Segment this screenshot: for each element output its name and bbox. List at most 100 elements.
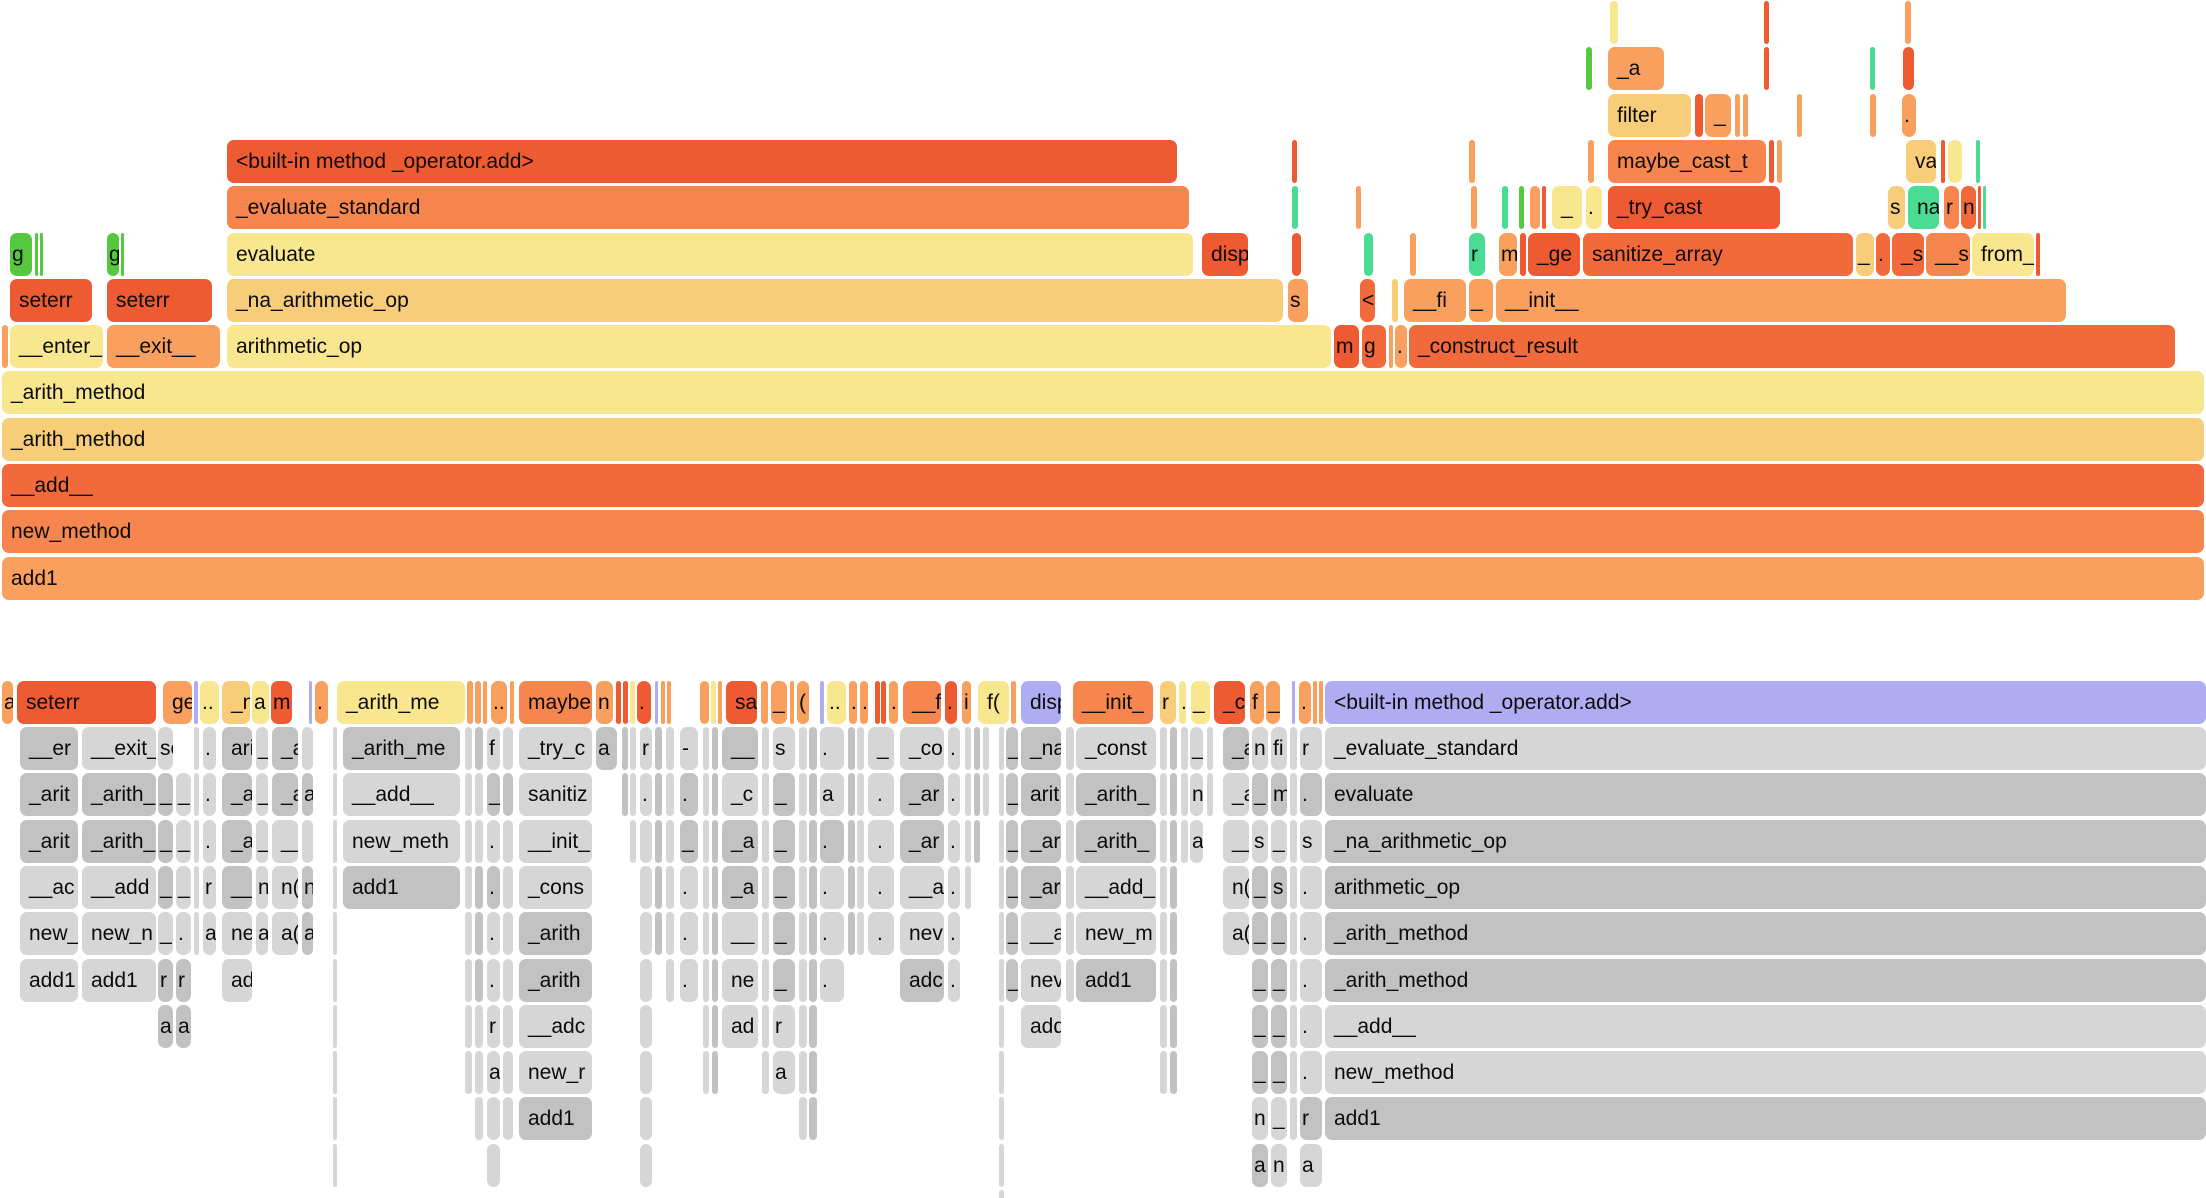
caller-frame-bar[interactable]: [762, 912, 769, 956]
caller-frame-bar[interactable]: _: [1006, 912, 1018, 956]
caller-frame-bar[interactable]: __init_: [519, 819, 592, 863]
frame-bar[interactable]: _n: [222, 681, 250, 724]
frame-bar[interactable]: [1764, 1, 1769, 44]
caller-frame-bar[interactable]: a: [1190, 819, 1203, 863]
frame-bar[interactable]: f(: [978, 681, 1009, 724]
caller-frame-bar[interactable]: .: [820, 912, 844, 956]
caller-frame-bar[interactable]: [999, 1097, 1004, 1141]
caller-frame-bar[interactable]: a: [203, 912, 216, 956]
frame-bar[interactable]: g: [107, 232, 119, 276]
frame-bar[interactable]: [1870, 93, 1876, 137]
frame-bar[interactable]: m: [1499, 232, 1517, 276]
caller-frame-bar[interactable]: new_meth: [343, 819, 460, 863]
caller-frame-bar[interactable]: [762, 773, 769, 817]
frame-bar[interactable]: [718, 681, 722, 724]
caller-frame-bar[interactable]: [465, 912, 472, 956]
caller-frame-bar[interactable]: _: [1252, 1051, 1268, 1095]
caller-frame-bar[interactable]: .: [176, 912, 191, 956]
frame-bar[interactable]: i: [962, 681, 971, 724]
frame-bar[interactable]: _arith_method: [2, 371, 2204, 415]
caller-frame-bar[interactable]: f: [487, 727, 500, 770]
caller-frame-bar[interactable]: [965, 865, 971, 909]
frame-bar[interactable]: filter: [1608, 93, 1691, 137]
caller-frame-bar[interactable]: [809, 1097, 817, 1141]
caller-frame-bar[interactable]: _: [1271, 1051, 1287, 1095]
caller-frame-bar[interactable]: r: [1300, 1097, 1322, 1141]
caller-frame-bar[interactable]: _: [773, 865, 795, 909]
caller-frame-bar[interactable]: [630, 773, 636, 817]
caller-frame-bar[interactable]: .: [1300, 865, 1322, 909]
caller-frame-bar[interactable]: [965, 727, 971, 770]
frame-bar[interactable]: maybe: [519, 681, 592, 724]
caller-frame-bar[interactable]: .: [868, 819, 894, 863]
frame-bar[interactable]: [1469, 139, 1475, 183]
frame-bar[interactable]: _construct_result: [1409, 325, 2175, 369]
caller-frame-bar[interactable]: [965, 819, 971, 863]
frame-bar[interactable]: [630, 681, 635, 724]
caller-frame-bar[interactable]: _arith: [519, 958, 592, 1002]
caller-frame-bar[interactable]: [999, 1051, 1004, 1095]
frame-bar[interactable]: [1764, 47, 1769, 91]
caller-frame-bar[interactable]: [1290, 1004, 1297, 1048]
caller-frame-bar[interactable]: [712, 1051, 718, 1095]
caller-frame-bar[interactable]: [1066, 958, 1074, 1002]
frame-bar[interactable]: _evaluate_standard: [227, 186, 1189, 230]
frame-bar[interactable]: [1389, 325, 1393, 369]
caller-frame-bar[interactable]: _arith: [519, 912, 592, 956]
frame-bar[interactable]: .: [849, 681, 857, 724]
caller-frame-bar[interactable]: [1170, 865, 1177, 909]
caller-frame-bar[interactable]: .: [487, 865, 500, 909]
frame-bar[interactable]: [881, 681, 886, 724]
caller-frame-bar[interactable]: _arith_me: [343, 727, 460, 770]
caller-frame-bar[interactable]: n: [1252, 727, 1268, 770]
frame-bar[interactable]: r: [1944, 186, 1959, 230]
frame-bar[interactable]: [1292, 681, 1295, 724]
caller-frame-bar[interactable]: add1: [1076, 958, 1156, 1002]
caller-frame-bar[interactable]: _: [868, 727, 894, 770]
caller-frame-bar[interactable]: _: [1271, 1097, 1287, 1141]
caller-frame-bar[interactable]: [762, 865, 769, 909]
frame-bar[interactable]: [1542, 186, 1546, 230]
caller-frame-bar[interactable]: __: [722, 727, 758, 770]
caller-frame-bar[interactable]: [1290, 819, 1297, 863]
frame-bar[interactable]: a: [2, 681, 13, 724]
caller-frame-bar[interactable]: a(: [1223, 912, 1249, 956]
frame-bar[interactable]: _na_arithmetic_op: [227, 278, 1283, 322]
caller-frame-bar[interactable]: _: [158, 773, 173, 817]
frame-bar[interactable]: from_: [1972, 232, 2034, 276]
frame-bar[interactable]: <built-in method _operator.add>: [227, 139, 1177, 183]
frame-bar[interactable]: _: [1705, 93, 1731, 137]
caller-frame-bar[interactable]: _ar: [1021, 865, 1061, 909]
frame-bar[interactable]: .: [315, 681, 328, 724]
caller-frame-bar[interactable]: [666, 912, 674, 956]
frame-bar[interactable]: s: [1888, 186, 1905, 230]
frame-bar[interactable]: g: [10, 232, 32, 276]
caller-frame-bar[interactable]: [333, 1143, 337, 1187]
caller-frame-bar[interactable]: [857, 773, 864, 817]
caller-frame-bar[interactable]: _: [176, 819, 191, 863]
caller-frame-bar[interactable]: [712, 958, 718, 1002]
caller-frame-bar[interactable]: .: [948, 958, 960, 1002]
frame-bar[interactable]: [1292, 139, 1297, 183]
frame-bar[interactable]: _arith_me: [337, 681, 465, 724]
caller-frame-bar[interactable]: [465, 727, 472, 770]
caller-frame-bar[interactable]: [1181, 727, 1188, 770]
frame-bar[interactable]: [35, 232, 38, 276]
caller-frame-bar[interactable]: [1160, 912, 1167, 956]
caller-frame-bar[interactable]: [630, 819, 636, 863]
caller-frame-bar[interactable]: add: [1021, 1004, 1061, 1048]
frame-bar[interactable]: [1471, 186, 1477, 230]
caller-frame-bar[interactable]: [475, 865, 483, 909]
caller-frame-bar[interactable]: [640, 1143, 652, 1187]
caller-frame-bar[interactable]: .: [203, 773, 216, 817]
caller-frame-bar[interactable]: _evaluate_standard: [1325, 727, 2206, 770]
caller-frame-bar[interactable]: [1170, 912, 1177, 956]
frame-bar[interactable]: [1777, 139, 1782, 183]
caller-frame-bar[interactable]: [712, 912, 718, 956]
caller-frame-bar[interactable]: _arith_method: [1325, 912, 2206, 956]
caller-frame-bar[interactable]: s: [1252, 819, 1268, 863]
caller-frame-bar[interactable]: _: [1006, 958, 1018, 1002]
caller-frame-bar[interactable]: [848, 912, 855, 956]
caller-frame-bar[interactable]: [712, 773, 718, 817]
caller-frame-bar[interactable]: [974, 773, 980, 817]
